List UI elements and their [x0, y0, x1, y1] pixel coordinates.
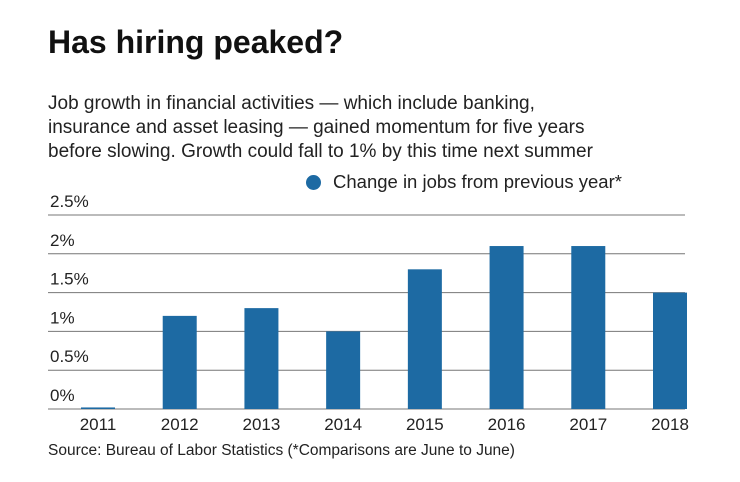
bar — [407, 269, 442, 409]
legend-label: Change in jobs from previous year* — [333, 171, 622, 192]
x-tick-label: 2018 — [651, 415, 689, 434]
bar — [489, 246, 524, 409]
x-tick-label: 2016 — [488, 415, 526, 434]
x-tick-label: 2017 — [569, 415, 607, 434]
y-tick-label: 1.5% — [50, 270, 89, 289]
bar — [326, 331, 361, 409]
x-tick-label: 2012 — [161, 415, 199, 434]
x-tick-label: 2011 — [80, 415, 117, 434]
bar — [571, 246, 606, 409]
subtitle-line: insurance and asset leasing — gained mom… — [48, 117, 585, 138]
source-note: Source: Bureau of Labor Statistics (*Com… — [48, 442, 515, 459]
subtitle-line: Job growth in financial activities — whi… — [48, 93, 535, 114]
subtitle-line: before slowing. Growth could fall to 1% … — [48, 141, 593, 162]
chart-title: Has hiring peaked? — [48, 24, 344, 60]
legend-marker-icon — [306, 174, 321, 190]
bar — [81, 407, 115, 409]
y-tick-label: 2% — [50, 231, 75, 250]
bar — [162, 315, 197, 409]
y-tick-label: 0% — [50, 386, 75, 405]
x-tick-label: 2014 — [324, 415, 362, 434]
y-tick-label: 0.5% — [50, 347, 89, 366]
legend: Change in jobs from previous year* — [306, 171, 622, 193]
y-tick-label: 2.5% — [50, 192, 89, 211]
y-tick-label: 1% — [50, 308, 75, 327]
x-tick-label: 2015 — [406, 415, 444, 434]
chart-subtitle: Job growth in financial activities — whi… — [48, 92, 728, 164]
x-tick-label: 2013 — [243, 415, 281, 434]
bar — [244, 308, 279, 409]
bar — [653, 292, 687, 409]
